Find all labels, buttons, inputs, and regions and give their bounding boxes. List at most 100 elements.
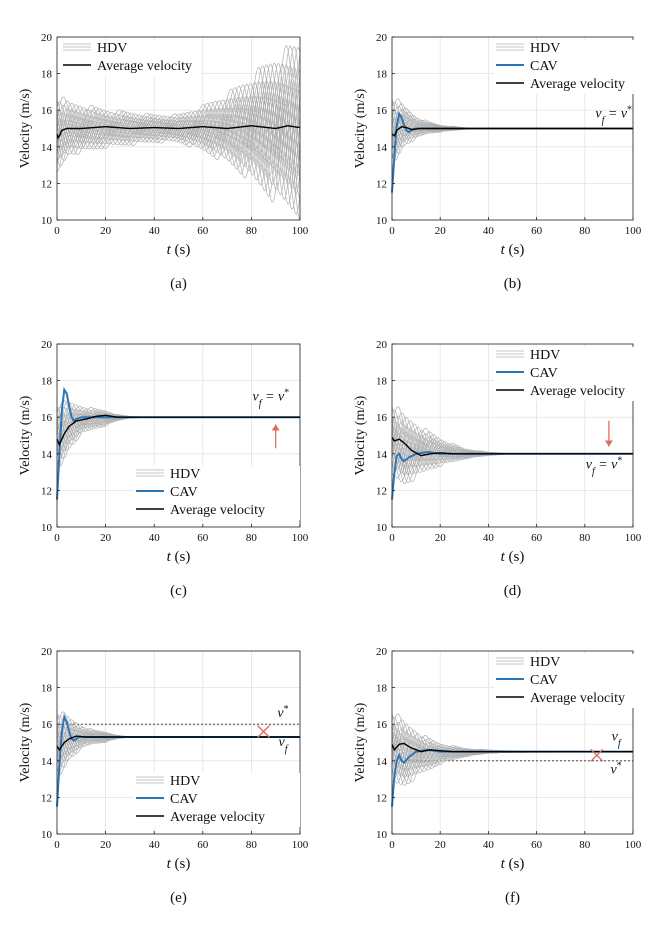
x-axis-label: t (s) bbox=[501, 242, 525, 258]
y-tick-label: 16 bbox=[41, 105, 53, 117]
legend-label: Average velocity bbox=[530, 77, 625, 92]
x-axis-label: t (s) bbox=[167, 549, 191, 565]
legend-label: HDV bbox=[170, 774, 200, 789]
panel-caption: (e) bbox=[170, 890, 187, 906]
x-axis-label: t (s) bbox=[167, 856, 191, 872]
annotation-label: vf = v* bbox=[595, 104, 632, 126]
hdv-trajectory bbox=[56, 45, 301, 157]
legend-bg bbox=[134, 484, 300, 502]
y-tick-label: 18 bbox=[376, 69, 388, 81]
y-tick-label: 10 bbox=[376, 522, 388, 534]
legend-bg bbox=[494, 40, 634, 58]
y-tick-label: 12 bbox=[41, 178, 52, 190]
annotation-label: v* bbox=[611, 760, 622, 778]
y-tick-label: 10 bbox=[376, 215, 388, 227]
x-tick-label: 100 bbox=[625, 532, 642, 544]
x-tick-label: 40 bbox=[149, 532, 161, 544]
x-tick-label: 20 bbox=[100, 839, 112, 851]
x-tick-label: 40 bbox=[483, 225, 495, 237]
x-tick-label: 80 bbox=[579, 532, 591, 544]
x-tick-label: 60 bbox=[531, 839, 543, 851]
y-tick-label: 14 bbox=[376, 449, 388, 461]
y-tick-label: 10 bbox=[41, 829, 53, 841]
legend-bg bbox=[494, 383, 634, 401]
chart-panel-d: 0 20 40 60 80 100 10 12 14 16 18 20 t (s) Velocity (m… bbox=[353, 339, 642, 599]
chart-panel-c: 0 20 40 60 80 100 10 12 14 16 18 20 t (s) Velocity (m… bbox=[18, 339, 309, 599]
y-tick-label: 14 bbox=[41, 142, 53, 154]
annotation-label: vf = v* bbox=[586, 455, 623, 477]
hdv-trajectory bbox=[56, 64, 301, 178]
chart-panel-b: 0 20 40 60 80 100 10 12 14 16 18 20 t (s) Velocity (m… bbox=[353, 32, 642, 292]
cross-mark bbox=[257, 725, 271, 739]
y-tick-label: 12 bbox=[41, 485, 52, 497]
x-tick-label: 20 bbox=[100, 225, 112, 237]
x-tick-label: 0 bbox=[389, 225, 395, 237]
y-axis-label: Velocity (m/s) bbox=[18, 395, 33, 475]
y-axis-label: Velocity (m/s) bbox=[353, 88, 368, 168]
x-tick-label: 80 bbox=[246, 225, 258, 237]
hdv-trajectory bbox=[56, 75, 301, 186]
legend-label: Average velocity bbox=[530, 384, 625, 399]
series-group bbox=[56, 386, 300, 500]
x-tick-label: 100 bbox=[292, 225, 309, 237]
series-average-velocity bbox=[391, 436, 633, 457]
hdv-trajectory bbox=[56, 89, 301, 201]
legend-label: HDV bbox=[530, 655, 560, 670]
y-tick-label: 16 bbox=[376, 719, 388, 731]
series-group bbox=[391, 406, 633, 500]
legend: HDV CAV Average velocity bbox=[134, 773, 300, 827]
legend-label: HDV bbox=[530, 348, 560, 363]
hdv-trajectory bbox=[56, 65, 301, 173]
hdv-trajectory bbox=[56, 45, 301, 155]
legend-label: Average velocity bbox=[170, 503, 265, 518]
x-tick-label: 60 bbox=[531, 225, 543, 237]
legend-bg bbox=[494, 58, 634, 76]
legend-bg bbox=[61, 58, 201, 76]
hdv-trajectory bbox=[56, 97, 301, 205]
panel-caption: (f) bbox=[505, 890, 520, 906]
chart-panel-e: 0 20 40 60 80 100 10 12 14 16 18 20 t (s) Velocity (m… bbox=[18, 646, 309, 906]
legend-bg bbox=[134, 791, 300, 809]
y-tick-label: 20 bbox=[376, 339, 388, 351]
legend-label: HDV bbox=[530, 41, 560, 56]
legend-label: CAV bbox=[170, 792, 198, 807]
x-tick-label: 100 bbox=[625, 225, 642, 237]
legend-bg bbox=[134, 809, 300, 827]
y-tick-label: 14 bbox=[41, 449, 53, 461]
annotation-arrowhead bbox=[604, 440, 613, 447]
legend: HDV CAV Average velocity bbox=[134, 466, 300, 520]
legend-bg bbox=[134, 466, 300, 484]
x-tick-label: 0 bbox=[54, 225, 60, 237]
panel-caption: (a) bbox=[170, 276, 187, 292]
y-tick-label: 10 bbox=[41, 522, 53, 534]
plot-frame bbox=[56, 343, 301, 528]
plot-frame bbox=[391, 36, 634, 221]
panel-caption: (c) bbox=[170, 583, 187, 599]
legend-label: Average velocity bbox=[170, 810, 265, 825]
x-tick-label: 40 bbox=[149, 225, 161, 237]
y-tick-label: 14 bbox=[376, 142, 388, 154]
x-tick-label: 20 bbox=[435, 532, 447, 544]
x-tick-label: 0 bbox=[54, 839, 60, 851]
x-tick-label: 100 bbox=[625, 839, 642, 851]
y-tick-label: 18 bbox=[41, 376, 53, 388]
legend-bg bbox=[61, 40, 201, 58]
x-tick-label: 80 bbox=[579, 839, 591, 851]
y-tick-label: 16 bbox=[41, 719, 53, 731]
x-tick-label: 60 bbox=[197, 839, 209, 851]
legend-label: Average velocity bbox=[97, 59, 192, 74]
series-group bbox=[56, 711, 300, 807]
x-tick-label: 60 bbox=[197, 225, 209, 237]
y-tick-label: 20 bbox=[376, 646, 388, 658]
x-tick-label: 100 bbox=[292, 532, 309, 544]
series-average-velocity bbox=[56, 125, 301, 140]
hdv-trajectory bbox=[56, 68, 301, 182]
legend-bg bbox=[134, 502, 300, 520]
panel-caption: (d) bbox=[504, 583, 522, 599]
cross-mark bbox=[590, 748, 604, 762]
chart-panel-a: 0 20 40 60 80 100 10 12 14 16 18 20 t (s) Velocity (m… bbox=[18, 32, 309, 292]
x-tick-label: 80 bbox=[246, 532, 258, 544]
x-tick-label: 0 bbox=[389, 532, 395, 544]
